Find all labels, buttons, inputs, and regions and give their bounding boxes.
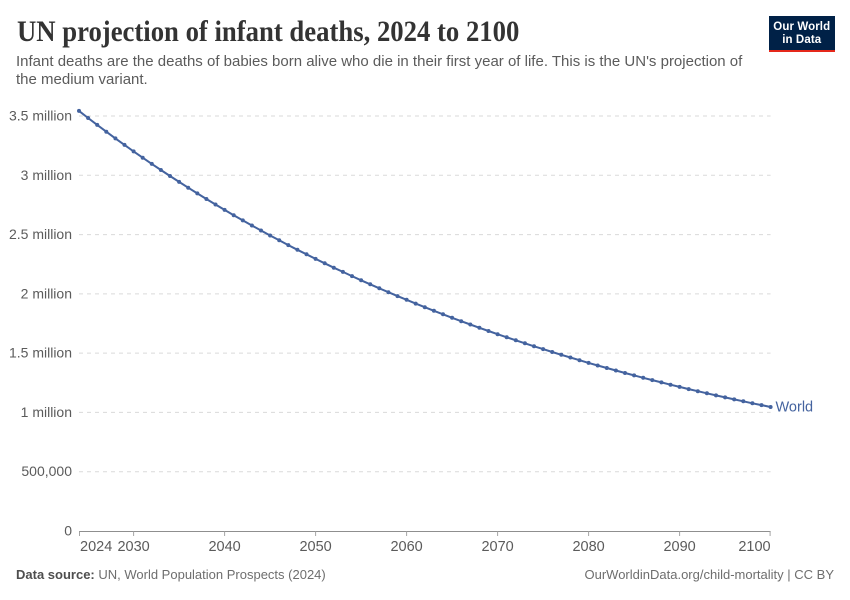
svg-text:3 million: 3 million (21, 167, 72, 183)
svg-text:2 million: 2 million (21, 285, 72, 301)
svg-text:3.5 million: 3.5 million (9, 108, 72, 124)
svg-text:500,000: 500,000 (21, 463, 72, 479)
svg-text:World: World (776, 400, 814, 416)
svg-text:2060: 2060 (390, 539, 422, 555)
svg-text:2080: 2080 (572, 539, 604, 555)
svg-text:1 million: 1 million (21, 404, 72, 420)
svg-text:2100: 2100 (738, 539, 770, 555)
svg-text:2040: 2040 (208, 539, 240, 555)
svg-text:2090: 2090 (663, 539, 695, 555)
svg-text:0: 0 (64, 523, 72, 539)
svg-text:2070: 2070 (481, 539, 513, 555)
svg-text:2030: 2030 (117, 539, 149, 555)
svg-text:2050: 2050 (299, 539, 331, 555)
svg-text:1.5 million: 1.5 million (9, 345, 72, 361)
svg-text:2024: 2024 (80, 539, 112, 555)
svg-text:2.5 million: 2.5 million (9, 226, 72, 242)
